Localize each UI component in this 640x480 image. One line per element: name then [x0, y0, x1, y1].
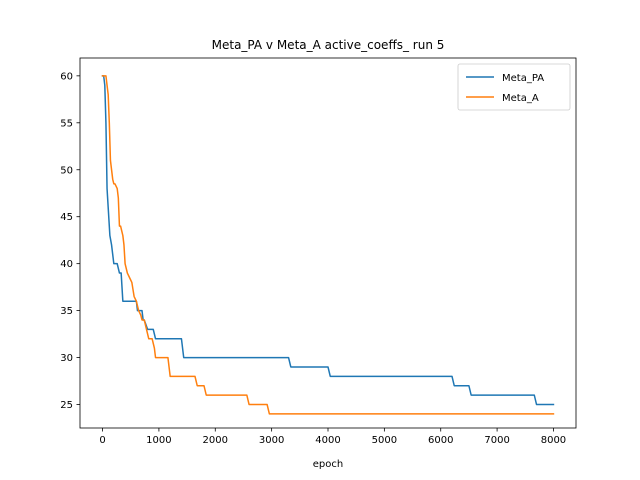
x-tick-label: 3000 — [259, 435, 284, 446]
x-tick-label: 1000 — [146, 435, 171, 446]
series-line-meta-a — [101, 75, 555, 415]
y-tick-label: 25 — [60, 400, 73, 411]
y-tick-label: 60 — [60, 71, 73, 82]
x-tick-label: 5000 — [372, 435, 397, 446]
y-tick-label: 40 — [60, 259, 73, 270]
x-tick-label: 8000 — [541, 435, 566, 446]
series-line-meta-pa — [101, 75, 555, 406]
x-tick-label: 0 — [99, 435, 105, 446]
y-tick-label: 35 — [60, 306, 73, 317]
x-axis-label: epoch — [313, 459, 343, 470]
y-tick-label: 55 — [60, 118, 73, 129]
y-tick-label: 50 — [60, 165, 73, 176]
x-tick-label: 7000 — [484, 435, 509, 446]
y-tick-label: 30 — [60, 353, 73, 364]
x-tick-label: 2000 — [203, 435, 228, 446]
y-tick-label: 45 — [60, 212, 73, 223]
x-tick-label: 6000 — [428, 435, 453, 446]
series-layer — [101, 75, 555, 415]
x-tick-label: 4000 — [315, 435, 340, 446]
legend-label: Meta_A — [502, 93, 539, 104]
chart-title: Meta_PA v Meta_A active_coeffs_ run 5 — [212, 38, 445, 52]
legend-box — [457, 63, 571, 111]
legend-label: Meta_PA — [502, 73, 544, 84]
legend: Meta_PA Meta_A — [457, 63, 571, 111]
axes-layer: 0 1000 2000 3000 4000 5000 6000 7000 8000 25 30 35 4… — [60, 57, 577, 446]
